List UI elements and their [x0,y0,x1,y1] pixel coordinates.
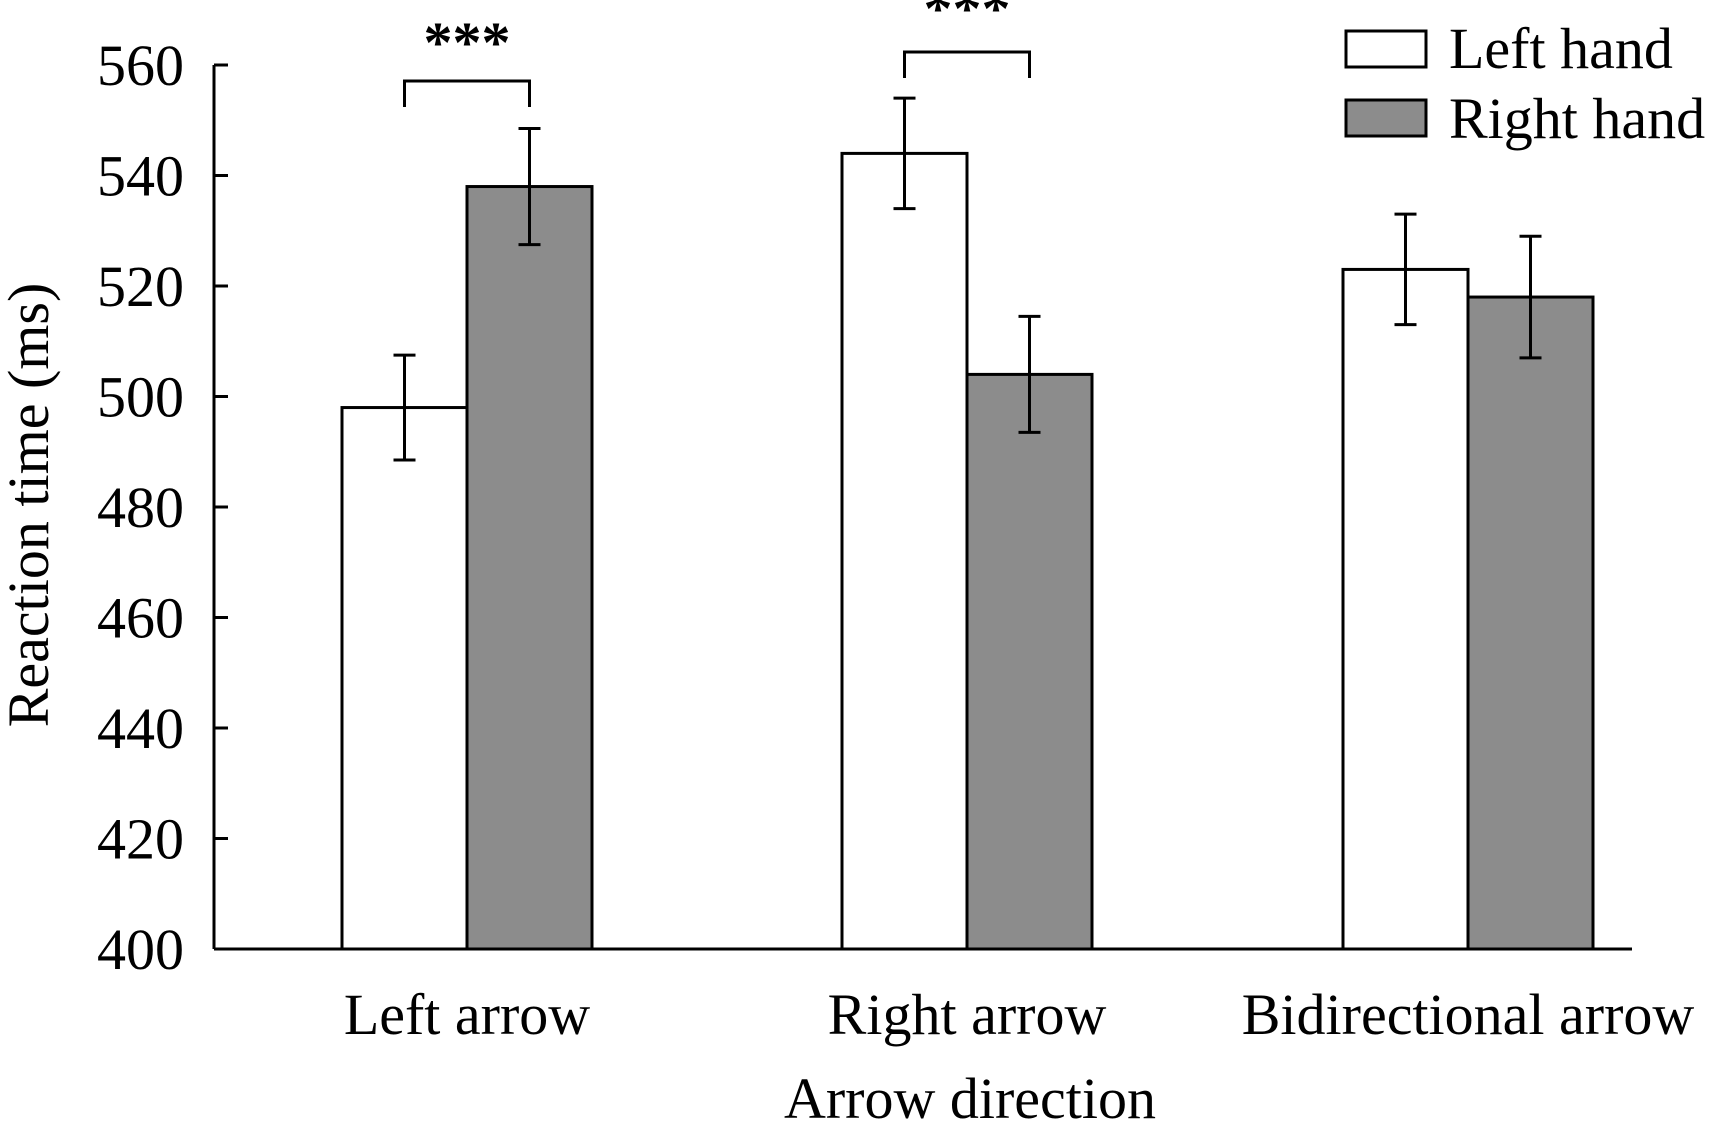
legend-label-left-hand: Left hand [1449,16,1673,81]
legend-swatch-left-hand [1344,29,1428,69]
error-bars-group [393,96,1542,462]
significance-bracket [903,50,1031,78]
y-axis-title: Reaction time (ms) [0,283,61,728]
y-tick-label: 540 [97,144,184,209]
y-tick-label: 560 [97,33,184,98]
x-tick-label: Bidirectional arrow [1242,982,1695,1047]
y-tick-label: 440 [97,696,184,761]
y-axis-ticks: 400 420 440 460 480 500 520 540 560 [97,33,228,982]
x-axis-title: Arrow direction [784,1066,1156,1122]
bar-right-hand-0 [465,185,594,951]
bar-left-hand-1 [840,151,969,951]
legend: Left hand Right hand [1344,16,1705,151]
bars-group [340,151,1595,951]
legend-swatch-right-hand [1344,98,1428,138]
bar-right-hand-1 [965,372,1094,951]
significance-label: *** [424,10,511,75]
legend-label-right-hand: Right hand [1449,86,1705,151]
y-tick-label: 520 [97,254,184,319]
significance-bracket [403,79,531,107]
y-tick-label: 400 [97,917,184,982]
x-tick-label: Right arrow [828,982,1107,1047]
x-tick-label: Left arrow [344,982,590,1047]
bar-left-hand-0 [340,406,469,951]
y-tick-label: 460 [97,586,184,651]
significance-group: *** *** [403,0,1031,107]
x-axis-category-labels: Left arrow Right arrow Bidirectional arrow [344,982,1695,1047]
bar-left-hand-2 [1341,267,1470,951]
y-tick-label: 500 [97,365,184,430]
y-tick-label: 420 [97,807,184,872]
significance-label: *** [924,0,1011,41]
y-tick-label: 480 [97,475,184,540]
bar-right-hand-2 [1466,295,1595,951]
